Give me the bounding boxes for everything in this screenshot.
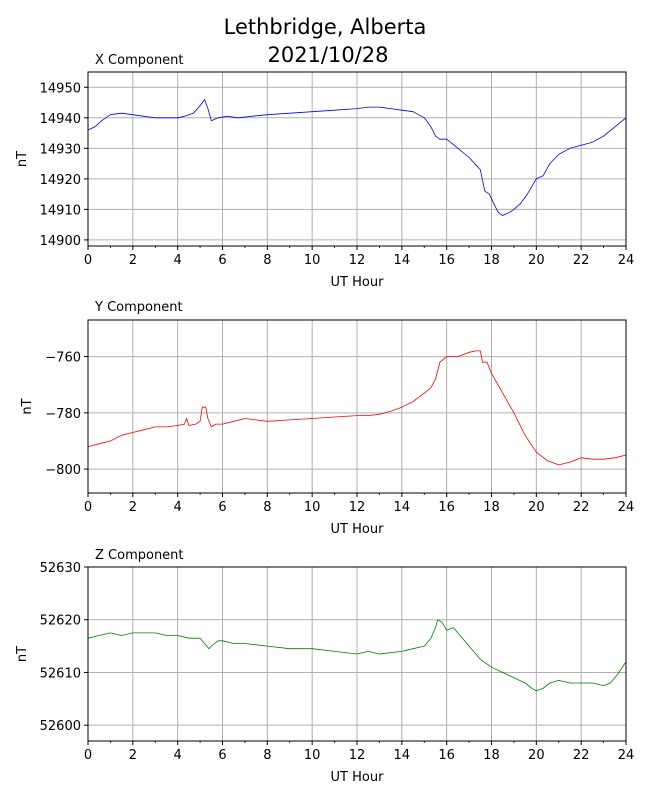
y-x-tick-label: 14 (394, 500, 411, 515)
z-x-tick-label: 16 (438, 748, 455, 763)
x-component-title: X Component (95, 53, 184, 68)
x-x-tick-label: 22 (573, 253, 590, 268)
z-y-tick-label: 52610 (40, 666, 81, 681)
z-x-tick-label: 24 (618, 748, 635, 763)
z-x-tick-label: 18 (483, 748, 500, 763)
x-component-series-line (87, 99, 627, 216)
z-x-tick-label: 6 (218, 748, 226, 763)
x-y-axis-label: nT (15, 151, 30, 167)
z-x-tick-label: 12 (349, 748, 366, 763)
y-x-tick-label: 12 (349, 500, 366, 515)
x-x-tick-label: 24 (618, 253, 635, 268)
x-y-tick-label: 14900 (40, 234, 81, 249)
x-x-axis-label: UT Hour (331, 275, 385, 290)
x-y-tick-label: 14950 (40, 81, 81, 96)
x-x-tick-label: 20 (528, 253, 545, 268)
x-x-tick-label: 8 (263, 253, 271, 268)
y-x-tick-label: 20 (528, 500, 545, 515)
z-x-tick-label: 10 (304, 748, 321, 763)
y-x-axis-label: UT Hour (331, 522, 385, 537)
y-x-tick-label: 16 (438, 500, 455, 515)
z-y-tick-label: 52600 (40, 719, 81, 734)
z-x-tick-label: 4 (174, 748, 182, 763)
y-x-tick-label: 4 (174, 500, 182, 515)
y-x-tick-label: 22 (573, 500, 590, 515)
z-y-tick-label: 52630 (40, 561, 81, 576)
z-x-tick-label: 20 (528, 748, 545, 763)
y-y-tick-label: −780 (45, 407, 81, 422)
y-component-title: Y Component (94, 300, 183, 315)
y-x-tick-label: 6 (218, 500, 226, 515)
z-y-tick-label: 52620 (40, 614, 81, 629)
z-x-tick-label: 2 (129, 748, 137, 763)
y-y-tick-label: −760 (45, 351, 81, 366)
y-x-tick-label: 18 (483, 500, 500, 515)
x-x-tick-label: 12 (349, 253, 366, 268)
x-y-tick-label: 14930 (40, 142, 81, 157)
x-x-tick-label: 0 (84, 253, 92, 268)
x-y-tick-label: 14920 (40, 173, 81, 188)
y-x-tick-label: 2 (129, 500, 137, 515)
z-x-tick-label: 22 (573, 748, 590, 763)
y-y-axis-label: nT (20, 398, 35, 414)
x-y-tick-label: 14940 (40, 112, 81, 127)
x-x-tick-label: 6 (218, 253, 226, 268)
figure-title-line2: 2021/10/28 (267, 43, 388, 67)
x-x-tick-label: 14 (394, 253, 411, 268)
z-y-axis-label: nT (15, 646, 30, 662)
z-x-tick-label: 0 (84, 748, 92, 763)
x-x-tick-label: 16 (438, 253, 455, 268)
y-x-tick-label: 24 (618, 500, 635, 515)
z-x-tick-label: 14 (394, 748, 411, 763)
z-component-title: Z Component (95, 548, 184, 563)
x-x-tick-label: 18 (483, 253, 500, 268)
z-component-panel: 0 2 4 6 8 10 12 14 16 18 20 22 245260052610526205263… (15, 548, 634, 785)
x-component-panel: 0 2 4 6 8 10 12 14 16 18 20 22 241490014910149201493… (15, 53, 634, 290)
x-x-tick-label: 2 (129, 253, 137, 268)
z-component-series-line (87, 619, 627, 692)
y-x-tick-label: 0 (84, 500, 92, 515)
x-x-tick-label: 10 (304, 253, 321, 268)
figure-title-line1: Lethbridge, Alberta (224, 15, 427, 39)
y-y-tick-label: −800 (45, 463, 81, 478)
x-y-tick-label: 14910 (40, 203, 81, 218)
z-x-axis-label: UT Hour (331, 770, 385, 785)
y-x-tick-label: 10 (304, 500, 321, 515)
x-x-tick-label: 4 (174, 253, 182, 268)
y-component-series-line (87, 350, 627, 466)
z-x-tick-label: 8 (263, 748, 271, 763)
y-x-tick-label: 8 (263, 500, 271, 515)
